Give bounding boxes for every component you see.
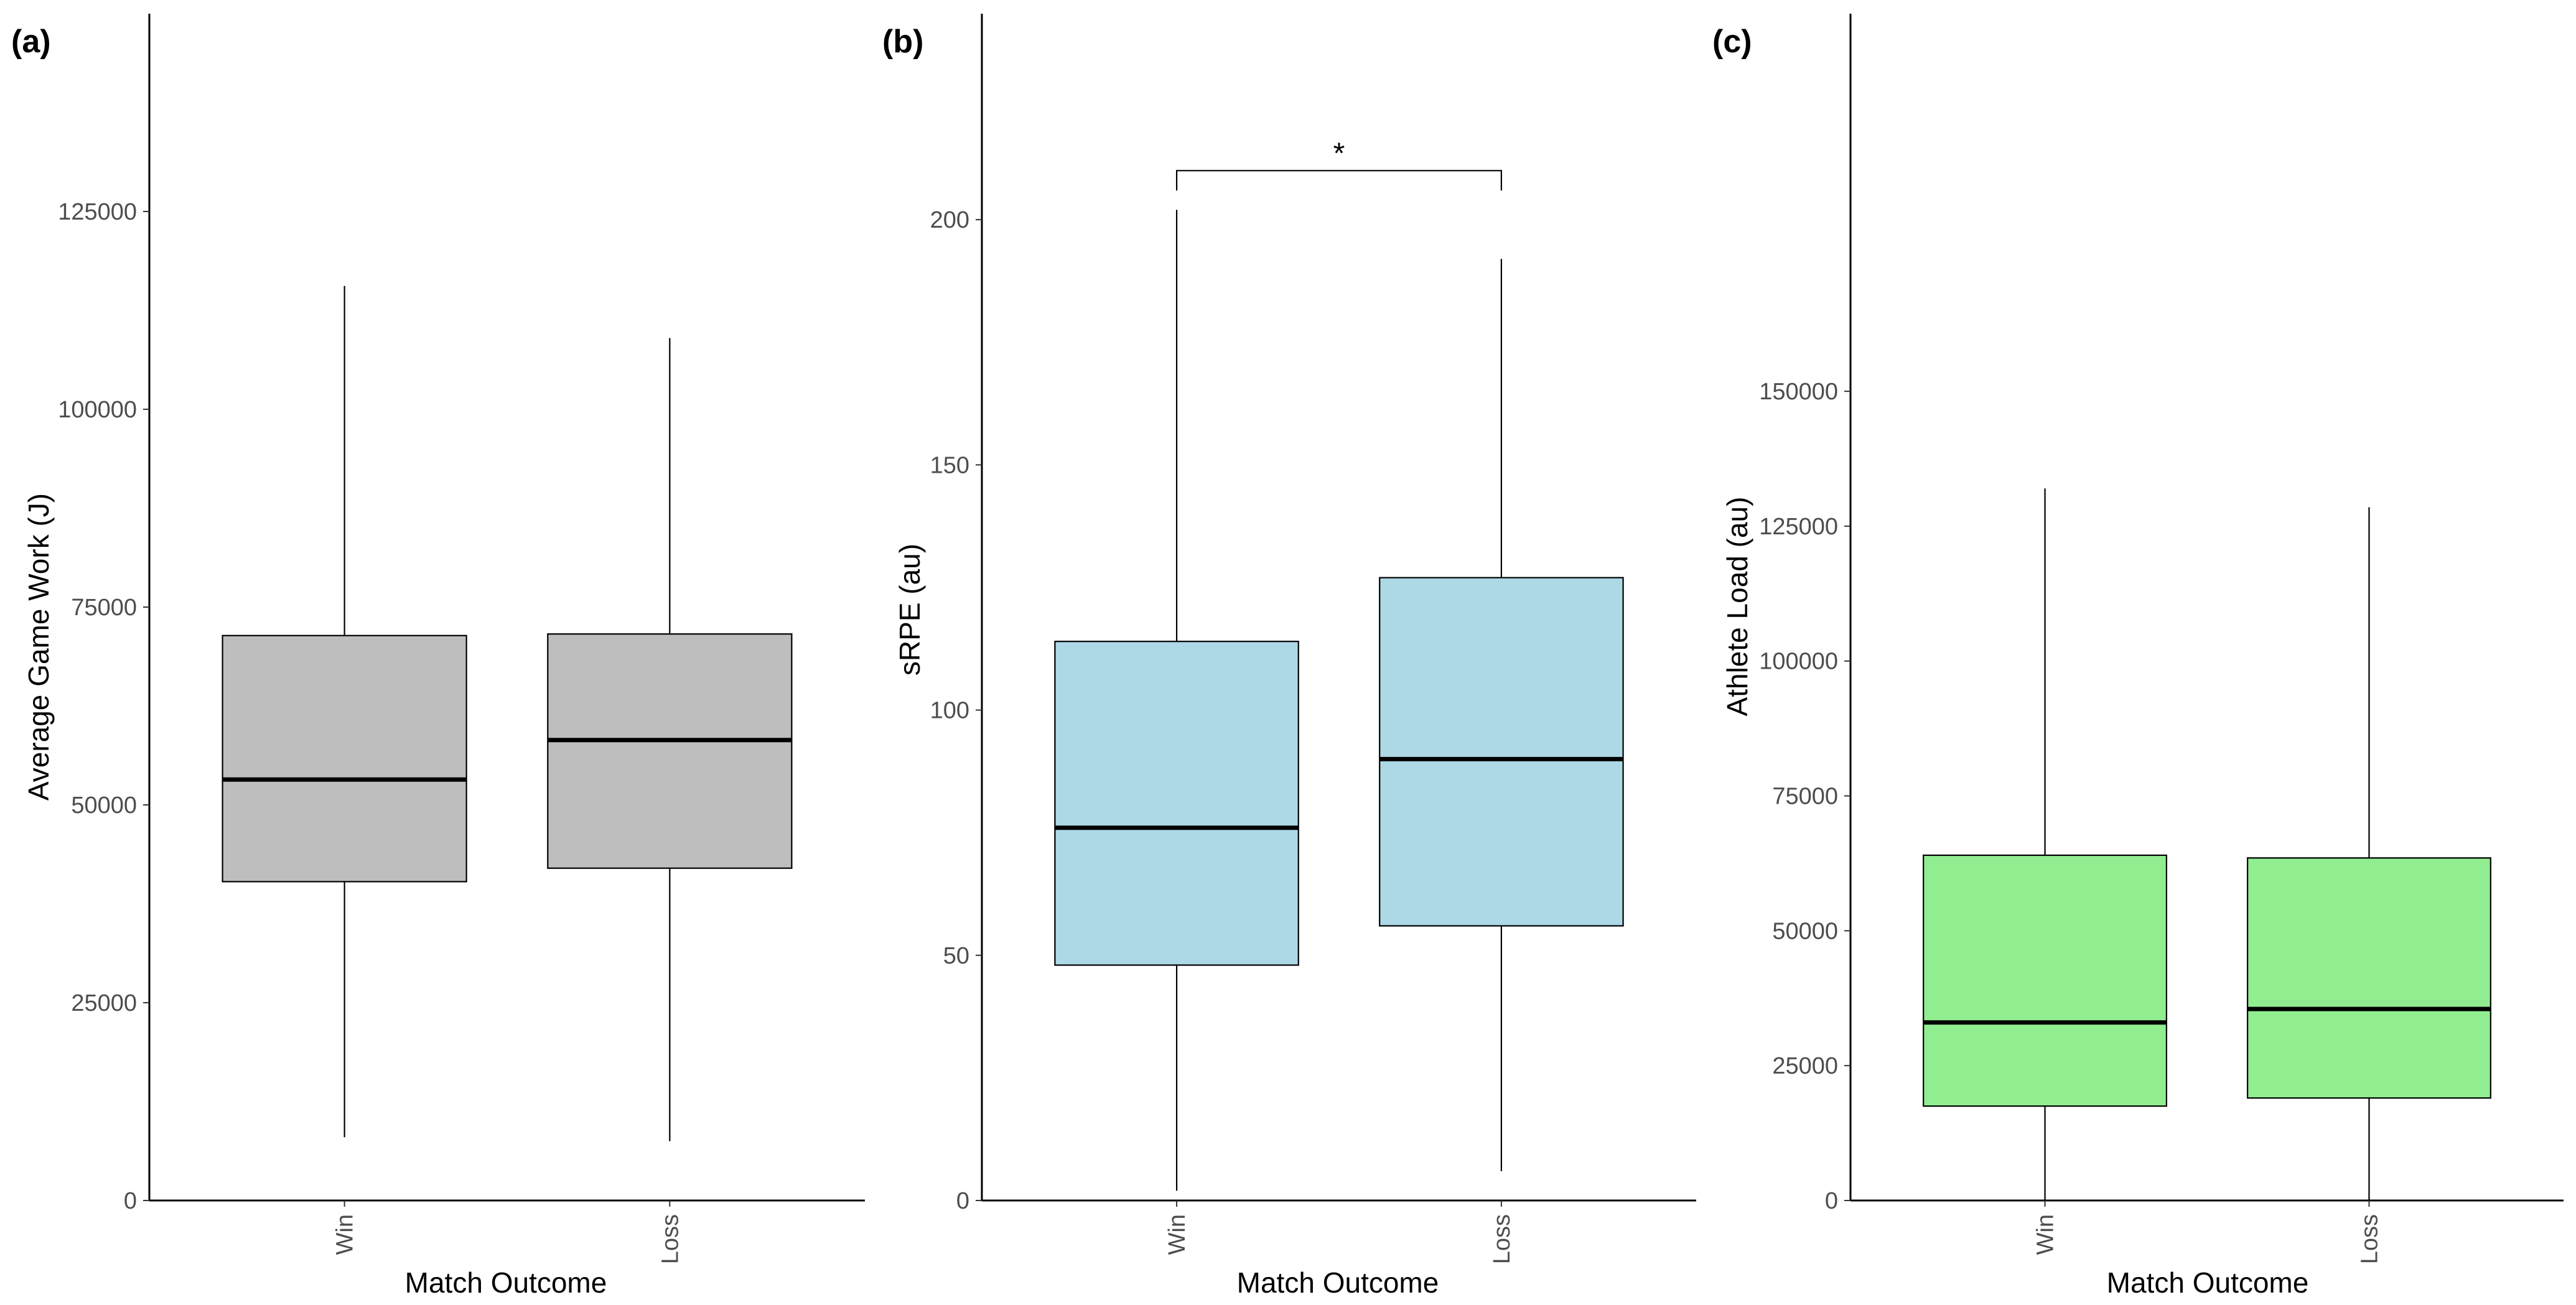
y-tick-label: 0 (1825, 1188, 1838, 1214)
y-axis: 0 25000 50000 75000 100000 125000 150000 (1759, 14, 1852, 1214)
panel-c: (c) Match Outcome Athlete Load (au) 0 250… (1712, 14, 2564, 1299)
panel-label: (b) (882, 24, 923, 60)
y-tick-label: 25000 (1772, 1053, 1838, 1079)
y-tick-label: 125000 (58, 199, 137, 225)
y-tick-label: 100 (930, 698, 969, 724)
x-tick-label: Win (2033, 1214, 2059, 1255)
y-tick-label: 50 (943, 943, 969, 969)
box-win (222, 286, 467, 1138)
x-axis-title: Match Outcome (405, 1266, 607, 1299)
y-tick-label: 50000 (71, 792, 137, 819)
y-axis-title: Average Game Work (J) (22, 493, 55, 801)
y-axis: 0 25000 50000 75000 100000 125000 (58, 14, 151, 1214)
y-tick-label: 50000 (1772, 918, 1838, 944)
panel-label: (c) (1712, 24, 1752, 60)
y-tick-label: 75000 (71, 595, 137, 621)
box-win (1054, 210, 1299, 1191)
y-tick-label: 0 (124, 1188, 137, 1214)
y-tick-label: 100000 (58, 397, 137, 423)
boxes (1054, 210, 1624, 1191)
significance-label: * (1333, 137, 1345, 170)
x-axis: Win Loss (982, 1199, 1696, 1264)
x-tick-label: Loss (2356, 1214, 2382, 1264)
box-body (1923, 854, 2167, 1107)
x-axis-title: Match Outcome (2107, 1266, 2309, 1299)
panel-label: (a) (11, 24, 51, 60)
y-axis-title: Athlete Load (au) (1721, 497, 1753, 717)
significance: * (1175, 137, 1503, 191)
x-tick-label: Win (332, 1214, 358, 1255)
x-axis-title: Match Outcome (1237, 1266, 1439, 1299)
x-axis: Win Loss (149, 1199, 865, 1264)
y-axis: 0 50 100 150 200 (930, 14, 983, 1214)
box-loss (2247, 507, 2491, 1201)
y-tick-label: 150 (930, 452, 969, 478)
box-body (2247, 857, 2491, 1099)
x-tick-label: Loss (1489, 1214, 1515, 1264)
boxes (222, 286, 793, 1141)
panel-a: (a) Match Outcome Average Game Work (J) … (11, 14, 865, 1299)
panel-b: (b) Match Outcome sRPE (au) 0 50 100 150 200… (882, 14, 1696, 1299)
y-tick-label: 150000 (1759, 379, 1838, 405)
box-body (547, 633, 793, 869)
y-tick-label: 25000 (71, 990, 137, 1016)
significance-bracket (1175, 170, 1503, 191)
y-axis-title: sRPE (au) (894, 544, 926, 676)
y-tick-label: 75000 (1772, 784, 1838, 810)
box-loss (1379, 259, 1624, 1171)
boxes (1923, 488, 2491, 1201)
box-body (1054, 641, 1299, 966)
y-tick-label: 0 (956, 1188, 969, 1214)
y-tick-label: 200 (930, 207, 969, 233)
box-loss (547, 338, 793, 1141)
x-tick-label: Loss (657, 1214, 683, 1264)
y-tick-label: 125000 (1759, 514, 1838, 540)
x-tick-label: Win (1164, 1214, 1190, 1255)
x-axis: Win Loss (1850, 1199, 2564, 1264)
box-win (1923, 488, 2167, 1201)
box-body (1379, 577, 1624, 927)
box-body (222, 634, 467, 883)
y-tick-label: 100000 (1759, 649, 1838, 675)
